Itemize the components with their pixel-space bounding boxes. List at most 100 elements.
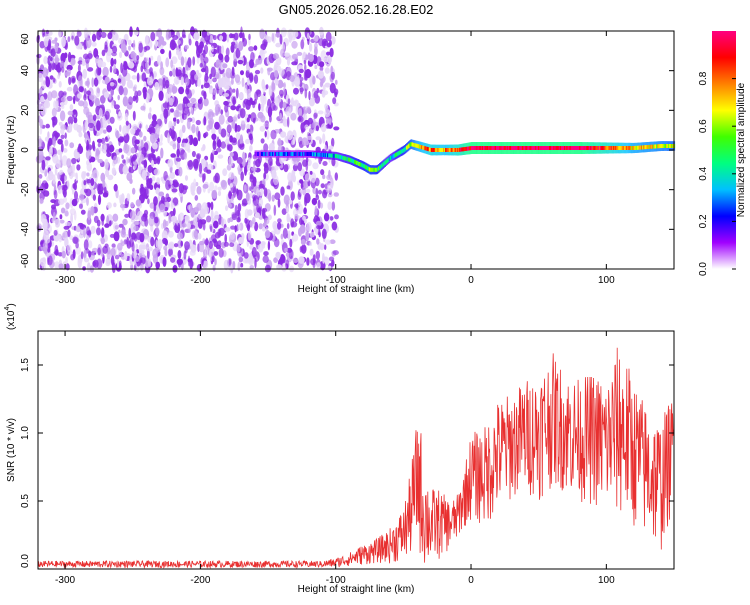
noise-speckle [91, 247, 99, 254]
noise-speckle [42, 241, 49, 251]
noise-speckle [159, 66, 165, 76]
noise-speckle [199, 54, 204, 61]
track-core [284, 152, 287, 156]
track-core [504, 146, 507, 150]
noise-speckle [47, 31, 53, 36]
noise-speckle [227, 115, 234, 123]
noise-speckle [86, 77, 90, 89]
noise-speckle [71, 35, 74, 40]
noise-speckle [309, 231, 315, 238]
noise-speckle [234, 204, 238, 216]
noise-speckle [302, 186, 307, 196]
noise-speckle [283, 82, 286, 89]
track-core [661, 144, 664, 148]
noise-speckle [124, 250, 128, 261]
noise-speckle [243, 184, 247, 192]
noise-speckle [297, 162, 303, 172]
noise-speckle [231, 140, 238, 146]
track-core [409, 142, 411, 147]
track-core [381, 163, 383, 168]
noise-speckle [141, 249, 145, 255]
noise-speckle [189, 250, 196, 256]
noise-speckle [173, 181, 180, 188]
noise-speckle [271, 32, 275, 42]
noise-speckle [144, 35, 149, 46]
snr-multiplier: (x104) [4, 303, 17, 330]
noise-speckle [61, 173, 64, 182]
noise-speckle [64, 210, 69, 217]
track-core [516, 146, 519, 150]
noise-speckle [172, 143, 177, 150]
noise-speckle [140, 65, 144, 73]
noise-speckle [207, 202, 212, 208]
noise-speckle [109, 65, 113, 73]
noise-speckle [178, 183, 184, 194]
snr-y-tick-label: 1.0 [20, 426, 31, 440]
noise-speckle [279, 254, 285, 263]
track-core [266, 152, 268, 156]
noise-speckle [283, 164, 289, 173]
noise-speckle [111, 100, 114, 109]
noise-speckle [155, 226, 160, 236]
noise-speckle [180, 56, 185, 66]
track-core [560, 146, 563, 150]
noise-speckle [239, 143, 245, 150]
noise-speckle [131, 124, 138, 131]
noise-speckle [164, 238, 168, 246]
noise-speckle [68, 76, 72, 86]
noise-speckle [122, 96, 129, 107]
noise-speckle [171, 188, 178, 193]
noise-speckle [309, 42, 313, 52]
noise-speckle [206, 215, 212, 223]
noise-speckle [240, 262, 244, 268]
noise-speckle [95, 148, 100, 157]
noise-speckle [301, 244, 307, 254]
noise-speckle [54, 132, 60, 138]
track-core [596, 146, 599, 150]
track-core [571, 146, 574, 150]
noise-speckle [83, 106, 90, 115]
noise-speckle [119, 51, 123, 58]
noise-speckle [53, 62, 60, 71]
track-core [440, 148, 443, 152]
noise-speckle [92, 114, 97, 121]
noise-speckle [182, 66, 186, 77]
noise-speckle [333, 192, 339, 197]
noise-speckle [236, 156, 243, 165]
noise-speckle [129, 155, 134, 166]
track-core [407, 144, 409, 149]
noise-speckle [197, 130, 201, 142]
noise-speckle [229, 242, 235, 247]
noise-speckle [218, 114, 225, 125]
noise-speckle [102, 245, 108, 254]
noise-speckle [178, 166, 183, 177]
noise-speckle [62, 148, 68, 153]
noise-speckle [212, 77, 217, 83]
noise-speckle [106, 250, 111, 260]
noise-speckle [143, 186, 149, 196]
noise-speckle [141, 214, 148, 222]
noise-speckle [160, 134, 163, 143]
noise-speckle [292, 233, 299, 242]
noise-speckle [300, 239, 306, 246]
noise-speckle [334, 91, 338, 98]
track-core [283, 152, 286, 156]
track-core [624, 146, 627, 150]
noise-speckle [327, 117, 332, 124]
track-core [670, 144, 672, 148]
noise-speckle [50, 199, 57, 204]
noise-speckle [54, 166, 58, 176]
noise-speckle [285, 106, 292, 117]
noise-speckle [77, 60, 84, 65]
noise-speckle [293, 87, 299, 95]
noise-speckle [322, 161, 328, 166]
track-core [326, 153, 328, 158]
noise-speckle [72, 236, 79, 244]
noise-speckle [162, 77, 166, 89]
noise-speckle [91, 33, 97, 42]
noise-speckle [119, 203, 126, 209]
noise-speckle [124, 213, 130, 218]
track-core [520, 146, 523, 150]
noise-speckle [282, 101, 287, 109]
noise-speckle [129, 26, 133, 38]
